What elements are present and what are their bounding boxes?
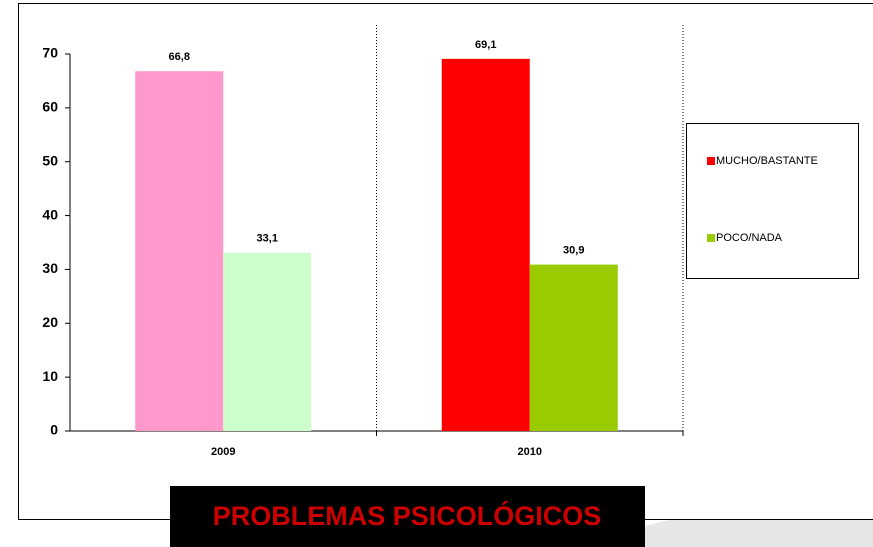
x-tick-label: 2009 bbox=[211, 446, 235, 458]
y-tick-label: 0 bbox=[50, 422, 58, 438]
data-label: 30,9 bbox=[563, 244, 584, 256]
legend-label: POCO/NADA bbox=[716, 232, 783, 244]
y-tick-label: 50 bbox=[42, 152, 58, 168]
legend-label: MUCHO/BASTANTE bbox=[716, 155, 818, 167]
bar bbox=[223, 252, 312, 431]
bar bbox=[529, 264, 618, 431]
y-tick-label: 40 bbox=[42, 206, 58, 222]
data-label: 69,1 bbox=[475, 39, 496, 51]
legend bbox=[686, 123, 859, 279]
y-tick-label: 60 bbox=[42, 99, 58, 115]
y-tick-label: 30 bbox=[42, 260, 58, 276]
legend-swatch bbox=[707, 157, 715, 165]
y-tick-label: 20 bbox=[42, 314, 58, 330]
data-label: 33,1 bbox=[257, 233, 278, 245]
legend-swatch bbox=[707, 234, 715, 242]
bar bbox=[441, 58, 530, 432]
title-box bbox=[170, 486, 645, 547]
chart-title: PROBLEMAS PSICOLÓGICOS bbox=[213, 500, 602, 531]
data-label: 66,8 bbox=[169, 51, 190, 63]
bar bbox=[135, 71, 224, 431]
x-tick-label: 2010 bbox=[518, 446, 542, 458]
y-tick-label: 70 bbox=[42, 45, 58, 61]
y-tick-label: 10 bbox=[42, 368, 58, 384]
